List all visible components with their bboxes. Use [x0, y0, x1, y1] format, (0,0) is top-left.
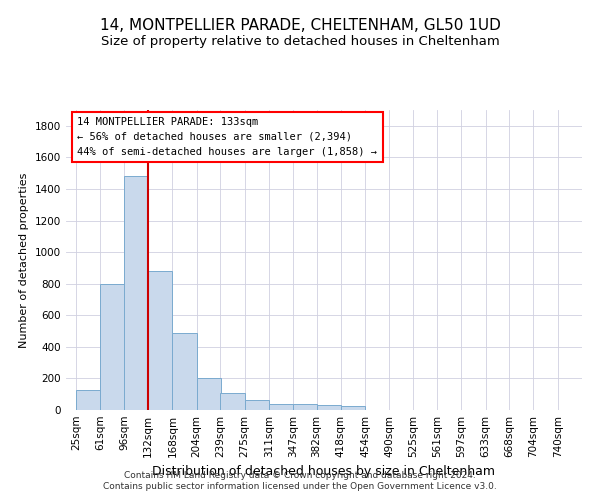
Bar [100, 284, 125, 410]
Bar [172, 332, 197, 410]
Text: Contains HM Land Registry data © Crown copyright and database right 2024.: Contains HM Land Registry data © Crown c… [124, 471, 476, 480]
Text: 14 MONTPELLIER PARADE: 133sqm
← 56% of detached houses are smaller (2,394)
44% o: 14 MONTPELLIER PARADE: 133sqm ← 56% of d… [77, 117, 377, 156]
Bar [124, 176, 148, 410]
Bar [269, 404, 293, 410]
X-axis label: Distribution of detached houses by size in Cheltenham: Distribution of detached houses by size … [152, 466, 496, 478]
Bar [76, 390, 100, 410]
Text: 14, MONTPELLIER PARADE, CHELTENHAM, GL50 1UD: 14, MONTPELLIER PARADE, CHELTENHAM, GL50… [100, 18, 500, 32]
Bar [197, 378, 221, 410]
Bar [148, 271, 172, 410]
Bar [220, 394, 245, 410]
Text: Contains public sector information licensed under the Open Government Licence v3: Contains public sector information licen… [103, 482, 497, 491]
Bar [317, 406, 341, 410]
Bar [245, 400, 269, 410]
Bar [293, 404, 317, 410]
Text: Size of property relative to detached houses in Cheltenham: Size of property relative to detached ho… [101, 35, 499, 48]
Y-axis label: Number of detached properties: Number of detached properties [19, 172, 29, 348]
Bar [341, 406, 365, 410]
